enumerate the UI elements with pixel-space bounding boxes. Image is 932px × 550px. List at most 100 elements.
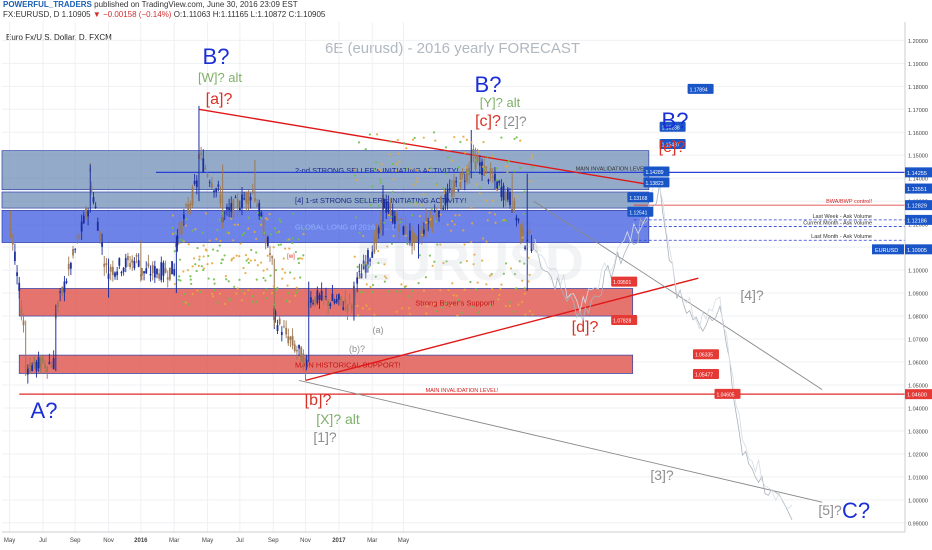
price-change: ▼ −0.00158 (−0.14%) — [92, 10, 172, 19]
x-tick-13: May — [398, 538, 409, 544]
wave-label-10: [b]? — [305, 392, 332, 409]
wave-label-11: [X]? alt — [316, 411, 360, 427]
y-tick-21: 0.99000 — [908, 521, 928, 527]
target-box-text-11: 1.04605 — [716, 392, 734, 398]
y-tick-17: 1.03000 — [908, 429, 928, 435]
y-tick-18: 1.02000 — [908, 452, 928, 458]
target-box-text-3: 1.14289 — [645, 170, 663, 176]
target-box-text-1: 1.16238 — [662, 125, 680, 131]
target-box-text-2: 1.15487 — [662, 142, 680, 148]
y-tick-1: 1.19000 — [908, 62, 928, 68]
price-axis[interactable] — [904, 22, 932, 532]
y-tick-12: 1.08000 — [908, 315, 928, 321]
x-tick-7: May — [202, 538, 213, 544]
chart-title: 6E (eurusd) - 2016 yearly FORECAST — [324, 40, 581, 57]
x-tick-1: May — [4, 538, 15, 544]
wave-label-15: [3]? — [650, 467, 674, 483]
y-tick-2: 1.18000 — [908, 85, 928, 91]
target-box-text-4: 1.13823 — [645, 181, 663, 187]
zone-label-1: [4] 1-st STRONG SELLER's INITIATING ACTI… — [295, 196, 466, 205]
y-tick-5: 1.15000 — [908, 154, 928, 160]
zone-0[interactable] — [1, 150, 650, 191]
target-box-5 — [627, 192, 654, 203]
hline-label-1: BWA/BWP control! — [826, 199, 872, 205]
y-tick-3: 1.17000 — [908, 108, 928, 114]
hline-label-0: MAIN INVALIDATION LEVEL! — [576, 166, 649, 172]
candles — [9, 105, 535, 384]
y-tick-10: 1.10000 — [908, 269, 928, 275]
zone-2[interactable] — [1, 210, 650, 243]
y-tick-13: 1.07000 — [908, 338, 928, 344]
y-tick-11: 1.09000 — [908, 292, 928, 298]
x-tick-2: Jul — [39, 538, 47, 544]
hline-label-3: Current Month - Ask Volume — [803, 220, 872, 226]
target-box-6 — [627, 206, 654, 217]
wave-label-1: [W]? alt — [198, 70, 242, 85]
wave-label-5: [c]? — [475, 113, 501, 130]
target-box-text-7: 1.09501 — [613, 280, 631, 286]
price-tag-text-4: 1.10905 — [907, 248, 927, 254]
publisher-link[interactable]: POWERFUL_TRADERS — [3, 0, 92, 9]
hline-label-4: Last Month - Ask Volume — [811, 234, 872, 240]
hline-label-5: MAIN INVALIDATION LEVEL! — [426, 388, 499, 394]
x-tick-8: Jul — [236, 538, 244, 544]
x-tick-9: Sep — [268, 538, 279, 544]
target-box-text-8: 1.07828 — [613, 318, 631, 324]
zone-label-0: 2-nd STRONG SELLER's INITIATING ACTIVITY… — [295, 166, 458, 175]
price-tag-5 — [905, 389, 932, 400]
y-tick-16: 1.04000 — [908, 406, 928, 412]
x-tick-12: Mar — [367, 538, 377, 544]
price-tag-text-1: 1.13551 — [907, 187, 927, 193]
symbol-label: Euro Fx/U.S. Dollar, D, FXCM — [6, 33, 112, 42]
target-box-text-6: 1.12541 — [629, 210, 647, 216]
wave-label-18: (b)? — [349, 344, 365, 354]
target-box-2 — [659, 138, 686, 149]
hline-label-2: Last Week - Ask Volume — [812, 214, 872, 220]
trend-gray-lower[interactable] — [298, 379, 823, 503]
price-tag-text-0: 1.14255 — [907, 171, 927, 177]
x-tick-11: 2017 — [332, 538, 346, 544]
x-tick-10: Nov — [300, 538, 311, 544]
y-tick-0: 1.20000 — [908, 39, 928, 45]
forecast-path — [534, 179, 793, 521]
wave-label-19: (a) — [373, 325, 384, 335]
target-box-1 — [659, 121, 686, 132]
wave-label-9: A? — [31, 398, 58, 423]
y-tick-15: 1.05000 — [908, 383, 928, 389]
price-tag-text-5: 1.04600 — [907, 393, 927, 399]
y-tick-19: 1.01000 — [908, 475, 928, 481]
target-box-text-0: 1.17894 — [690, 87, 708, 93]
wave-label-3: B? — [475, 72, 502, 97]
target-box-4 — [643, 177, 670, 188]
x-tick-5: 2016 — [134, 538, 148, 544]
y-tick-8: 1.12000 — [908, 223, 928, 229]
wave-label-8: [e]? — [659, 139, 686, 156]
zone-label-4: MAIN HISTORICAL SUPPORT! — [295, 360, 401, 369]
wave-label-16: [5]? — [818, 502, 842, 518]
y-tick-20: 1.00000 — [908, 498, 928, 504]
wave-label-20: [w] — [287, 254, 295, 260]
ohlc-values: O:1.11063 H:1.11165 L:1.10872 C:1.10905 — [173, 10, 326, 19]
publish-header: POWERFUL_TRADERS published on TradingVie… — [0, 0, 932, 22]
target-box-text-10: 1.05477 — [695, 372, 713, 378]
wave-label-17: C? — [842, 498, 870, 523]
trend-red-upper[interactable] — [198, 108, 660, 187]
target-box-text-9: 1.06335 — [695, 353, 713, 359]
x-tick-6: Mar — [169, 538, 179, 544]
price-tag-0 — [905, 167, 932, 178]
price-tag-3 — [905, 214, 932, 225]
watermark: EURUSD — [356, 232, 584, 292]
wave-label-6: [2]? — [503, 113, 527, 129]
target-box-8 — [611, 314, 638, 325]
instrument-tag-text: EURUSD — [875, 248, 898, 254]
price-tag-2 — [905, 200, 932, 211]
y-tick-14: 1.06000 — [908, 361, 928, 367]
target-box-0 — [687, 83, 714, 94]
y-tick-4: 1.16000 — [908, 131, 928, 137]
zone-4[interactable] — [18, 354, 634, 374]
trend-red-lower[interactable] — [305, 277, 699, 382]
target-box-text-5: 1.13168 — [629, 196, 647, 202]
price-tag-1 — [905, 183, 932, 194]
price-tag-text-2: 1.12829 — [907, 204, 927, 210]
